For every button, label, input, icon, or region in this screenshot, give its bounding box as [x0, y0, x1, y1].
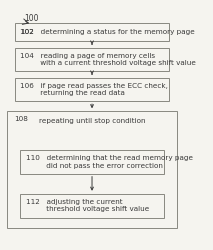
FancyBboxPatch shape: [7, 111, 177, 228]
FancyBboxPatch shape: [20, 194, 164, 218]
FancyBboxPatch shape: [20, 150, 164, 174]
Text: 102   determining a status for the memory page: 102 determining a status for the memory …: [20, 29, 195, 35]
Text: 112   adjusting the current
         threshold voltage shift value: 112 adjusting the current threshold volt…: [26, 199, 149, 212]
FancyBboxPatch shape: [15, 22, 169, 41]
Text: repeating until stop condition: repeating until stop condition: [39, 118, 145, 124]
Text: 108: 108: [14, 116, 28, 122]
Text: 110   determining that the read memory page
         did not pass the error corr: 110 determining that the read memory pag…: [26, 155, 193, 168]
FancyBboxPatch shape: [15, 78, 169, 101]
Text: 106   if page read passes the ECC check,
         returning the read data: 106 if page read passes the ECC check, r…: [20, 82, 168, 96]
Text: 102: 102: [20, 29, 34, 35]
FancyBboxPatch shape: [15, 48, 169, 71]
Text: 100: 100: [24, 14, 38, 23]
Text: 104   reading a page of memory cells
         with a current threshold voltage s: 104 reading a page of memory cells with …: [20, 53, 196, 66]
